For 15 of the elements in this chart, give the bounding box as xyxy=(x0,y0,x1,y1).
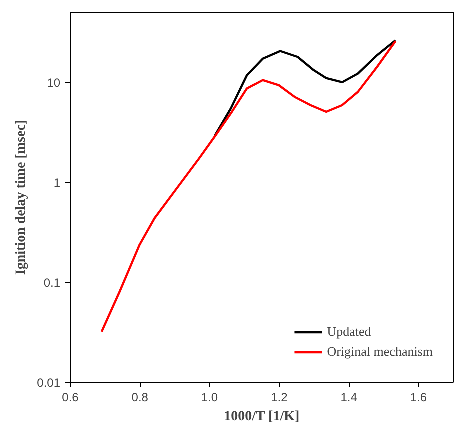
y-tick-label: 1 xyxy=(54,176,61,190)
x-axis-title: 1000/T [1/K] xyxy=(224,410,300,424)
x-tick-label: 0.6 xyxy=(62,390,80,404)
legend-label: Updated xyxy=(327,324,372,340)
x-tick-label: 1.2 xyxy=(271,390,288,404)
y-axis-title: Ignition delay time [msec] xyxy=(14,120,30,276)
x-tick-label: 0.8 xyxy=(132,390,149,404)
x-tick-label: 1.6 xyxy=(410,390,428,404)
y-tick-label: 0.1 xyxy=(44,276,61,290)
legend-label: Original mechanism xyxy=(327,344,433,360)
y-tick-label: 0.01 xyxy=(37,376,61,390)
line-series xyxy=(214,39,397,136)
y-tick-label: 10 xyxy=(47,76,61,90)
x-tick-label: 1.4 xyxy=(340,390,358,404)
x-tick-label: 1.0 xyxy=(201,390,218,404)
